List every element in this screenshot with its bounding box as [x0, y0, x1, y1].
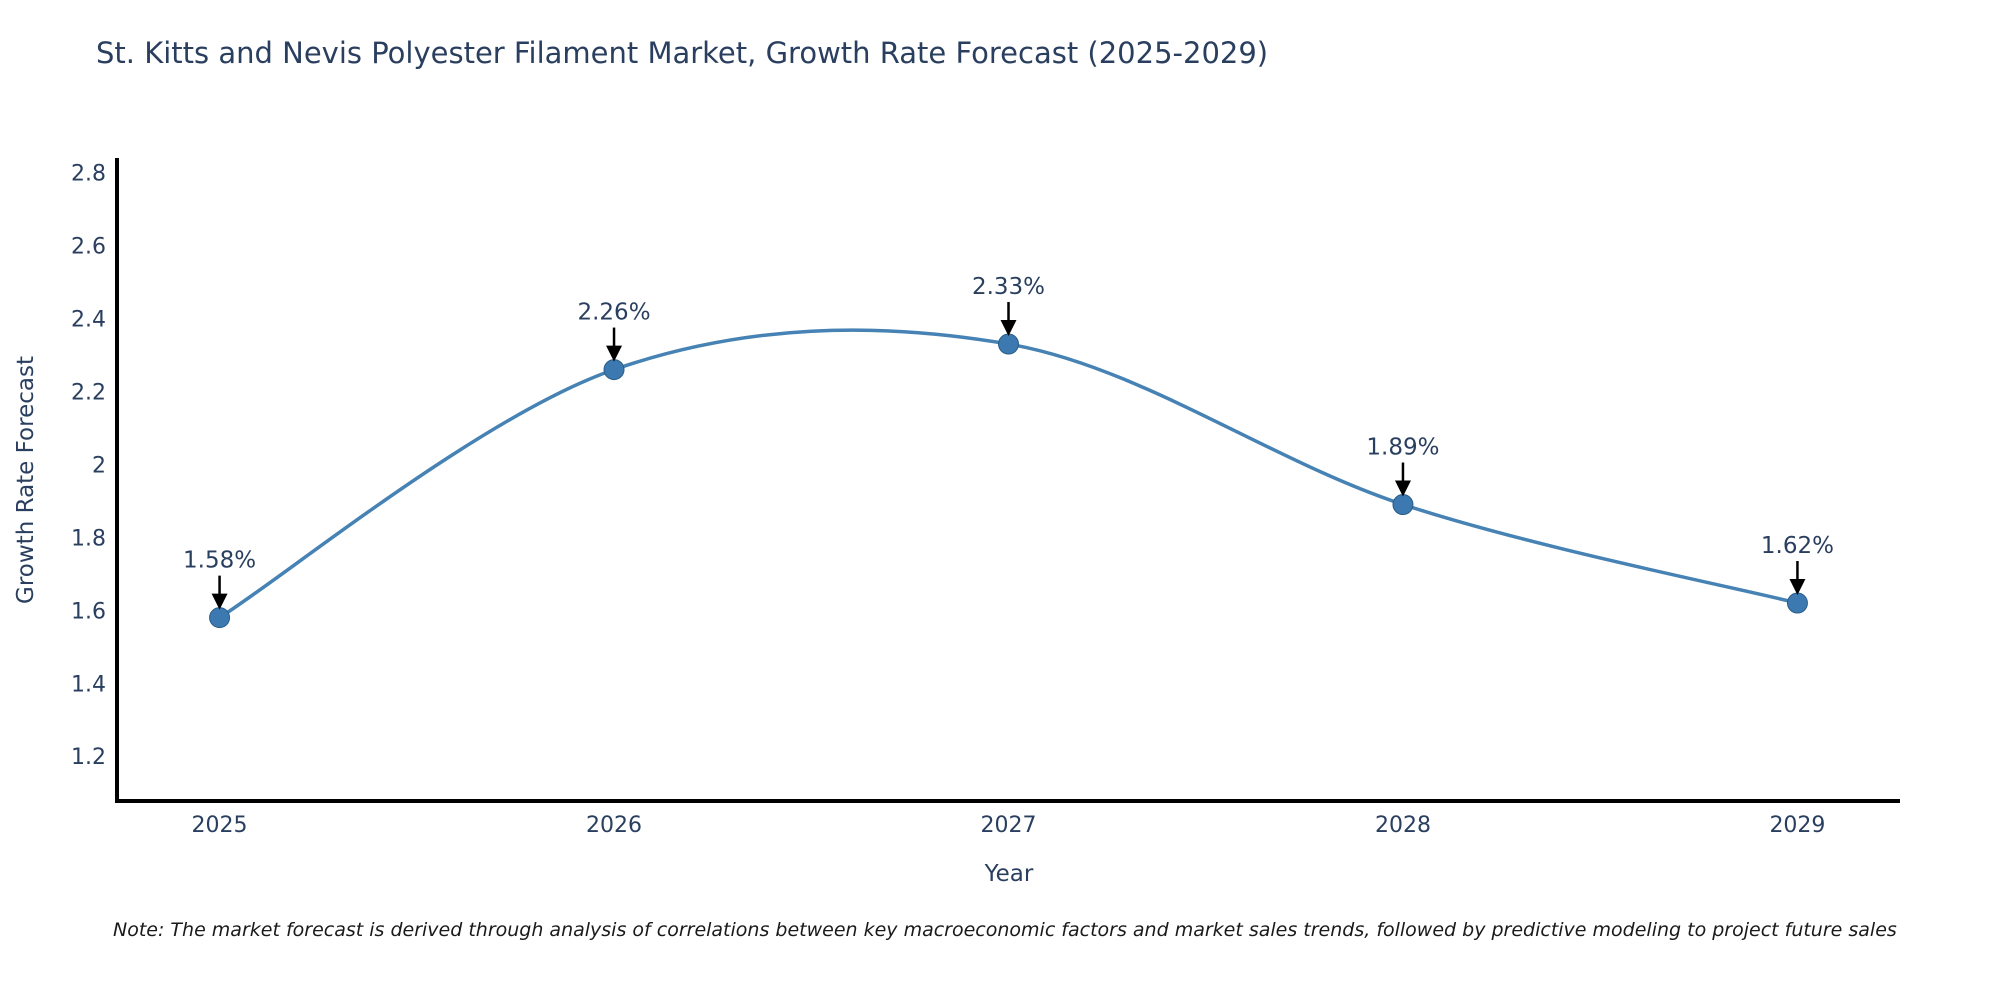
annotation-arrow-head-icon: [211, 593, 228, 610]
y-tick-label: 1.2: [71, 745, 106, 770]
annotation-arrow-head-icon: [606, 345, 623, 362]
x-tick-label: 2029: [1769, 813, 1825, 838]
y-axis-title: Growth Rate Forecast: [13, 356, 39, 604]
y-tick-label: 1.4: [71, 672, 106, 697]
y-tick-label: 2.2: [71, 380, 106, 405]
spline-line: [218, 328, 1798, 620]
annotation-arrow-head-icon: [1394, 480, 1411, 497]
x-tick-label: 2025: [192, 813, 248, 838]
x-axis-title: Year: [984, 861, 1034, 887]
y-tick-label: 2: [92, 453, 106, 478]
y-tick-label: 2.6: [71, 235, 106, 260]
chart-title: St. Kitts and Nevis Polyester Filament M…: [96, 36, 1269, 70]
y-tick-label: 1.8: [71, 526, 106, 551]
x-tick-label: 2028: [1375, 813, 1431, 838]
data-point-marker[interactable]: [209, 607, 231, 629]
point-annotation-label: 2.33%: [972, 274, 1045, 300]
point-annotation-label: 1.62%: [1761, 533, 1834, 559]
footnote: Note: The market forecast is derived thr…: [113, 919, 1897, 941]
point-annotation-label: 1.89%: [1366, 435, 1439, 461]
x-tick-label: 2027: [981, 813, 1037, 838]
data-point-marker[interactable]: [1786, 592, 1808, 614]
y-tick-label: 1.6: [71, 599, 106, 624]
annotation-arrow-head-icon: [1000, 320, 1017, 337]
y-tick-label: 2.4: [71, 308, 106, 333]
y-tick-label: 2.8: [71, 162, 106, 187]
data-point-marker[interactable]: [1392, 494, 1414, 516]
point-annotation-label: 1.58%: [183, 548, 256, 574]
data-point-marker[interactable]: [998, 333, 1019, 355]
point-annotation-label: 2.26%: [577, 300, 650, 326]
annotation-arrow-head-icon: [1789, 579, 1806, 596]
x-tick-label: 2026: [586, 813, 642, 838]
data-point-marker[interactable]: [603, 359, 625, 381]
